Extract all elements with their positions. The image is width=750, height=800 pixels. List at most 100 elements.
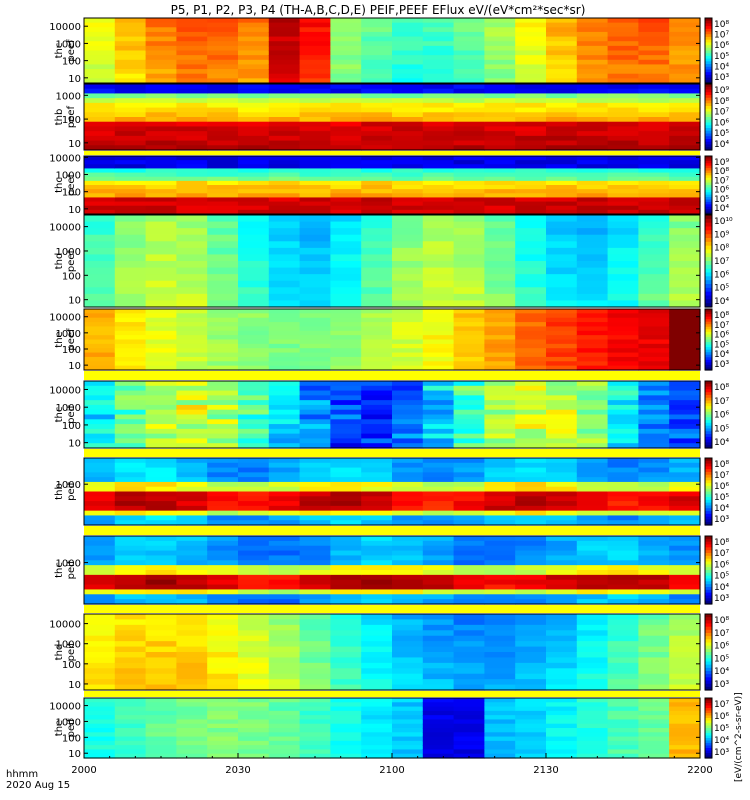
spectrogram-cell: [484, 565, 516, 571]
spectrogram-cell: [638, 715, 670, 721]
spectrogram-cell: [392, 662, 424, 669]
spectrogram-cell: [453, 520, 485, 526]
spectrogram-cell: [422, 145, 455, 151]
spectrogram-cell: [145, 160, 177, 165]
spectrogram-cell: [84, 361, 116, 367]
spectrogram-cell: [299, 545, 331, 552]
spectrogram-cell: [299, 719, 331, 725]
spectrogram-cell: [576, 702, 609, 708]
spectrogram-cell: [484, 41, 516, 47]
colorbar-segment: [705, 180, 712, 184]
spectrogram-cell: [238, 668, 270, 675]
spectrogram-cell: [207, 228, 239, 236]
y-tick-label: 1000: [56, 403, 81, 414]
spectrogram-cell: [453, 50, 485, 56]
spectrogram-cell: [607, 641, 639, 648]
spectrogram-cell: [546, 505, 578, 512]
spectrogram-cell: [268, 234, 301, 242]
spectrogram-cell: [576, 684, 609, 691]
spectrogram-cell: [299, 326, 331, 332]
spectrogram-cell: [392, 215, 424, 223]
spectrogram-cell: [330, 630, 362, 637]
colorbar-segment: [705, 538, 712, 543]
spectrogram-cell: [453, 168, 485, 174]
colorbar-segment: [705, 209, 712, 213]
spectrogram-cell: [607, 41, 639, 47]
spectrogram-cell: [607, 287, 639, 295]
colorbar-segment: [705, 420, 712, 424]
y-tick-label: 10000: [49, 22, 81, 33]
spectrogram-cell: [268, 27, 301, 33]
spectrogram-cell: [330, 594, 362, 600]
spectrogram-cell: [638, 55, 670, 61]
spectrogram-cell: [392, 41, 424, 47]
spectrogram-cell: [207, 64, 239, 70]
spectrogram-cell: [484, 193, 516, 199]
spectrogram-cell: [114, 560, 147, 566]
spectrogram-cell: [330, 27, 362, 33]
spectrogram-cell: [299, 652, 331, 659]
colorbar-segment: [705, 84, 712, 88]
colorbar-tick-label: 10³: [714, 594, 729, 604]
spectrogram-cell: [145, 98, 177, 104]
spectrogram-cell: [669, 510, 701, 517]
spectrogram-cell: [422, 745, 455, 751]
spectrogram-cell: [669, 481, 701, 488]
x-caption-date: 2020 Aug 15: [6, 780, 70, 791]
spectrogram-cell: [546, 241, 578, 249]
spectrogram-cell: [361, 102, 393, 109]
spectrogram-cell: [176, 221, 208, 229]
spectrogram-cell: [84, 491, 116, 497]
spectrogram-cell: [207, 215, 239, 223]
colorbar-tick-label: 10⁵: [714, 572, 729, 582]
spectrogram-cell: [176, 510, 208, 517]
spectrogram-cell: [607, 73, 639, 79]
spectrogram-cell: [392, 45, 424, 52]
spectrogram-cell: [299, 710, 331, 716]
spectrogram-cell: [576, 545, 609, 552]
spectrogram-cell: [422, 69, 455, 75]
spectrogram-cell: [638, 107, 670, 113]
spectrogram-cell: [392, 117, 424, 123]
spectrogram-cell: [176, 300, 208, 308]
spectrogram-cell: [145, 555, 177, 561]
spectrogram-cell: [484, 594, 516, 600]
spectrogram-cell: [176, 641, 208, 648]
spectrogram-cell: [268, 579, 301, 586]
spectrogram-cell: [607, 330, 639, 336]
spectrogram-cell: [145, 390, 177, 396]
spectrogram-cell: [84, 477, 116, 483]
spectrogram-cell: [607, 555, 639, 561]
spectrogram-cell: [207, 78, 239, 84]
spectrogram-cell: [145, 614, 177, 621]
spectrogram-cell: [114, 684, 147, 691]
spectrogram-cell: [299, 428, 331, 435]
colorbar-tick-label: 10⁵: [714, 493, 729, 503]
spectrogram-cell: [114, 352, 147, 358]
spectrogram-cell: [268, 740, 301, 746]
spectrogram-cell: [361, 88, 393, 95]
spectrogram-cell: [392, 27, 424, 33]
spectrogram-cell: [84, 545, 116, 552]
spectrogram-cell: [546, 486, 578, 493]
colorbar-segment: [705, 414, 712, 418]
spectrogram-cell: [176, 472, 208, 478]
spectrogram-cell: [238, 657, 270, 664]
y-tick-label: 10: [68, 296, 81, 307]
spectrogram-cell: [453, 404, 485, 411]
spectrogram-cell: [268, 404, 301, 411]
spectrogram-cell: [361, 679, 393, 686]
spectrogram-cell: [299, 520, 331, 526]
spectrogram-cell: [238, 280, 270, 288]
spectrogram-cell: [607, 745, 639, 751]
spectrogram-cell: [114, 433, 147, 440]
spectrogram-cell: [392, 719, 424, 725]
spectrogram-cell: [361, 287, 393, 295]
spectrogram-cell: [484, 31, 516, 38]
colorbar-segment: [705, 158, 712, 162]
spectrogram-cell: [669, 652, 701, 659]
spectrogram-cell: [361, 164, 393, 170]
spectrogram-cell: [238, 102, 270, 109]
spectrogram-cell: [238, 88, 270, 95]
spectrogram-cell: [84, 55, 116, 61]
